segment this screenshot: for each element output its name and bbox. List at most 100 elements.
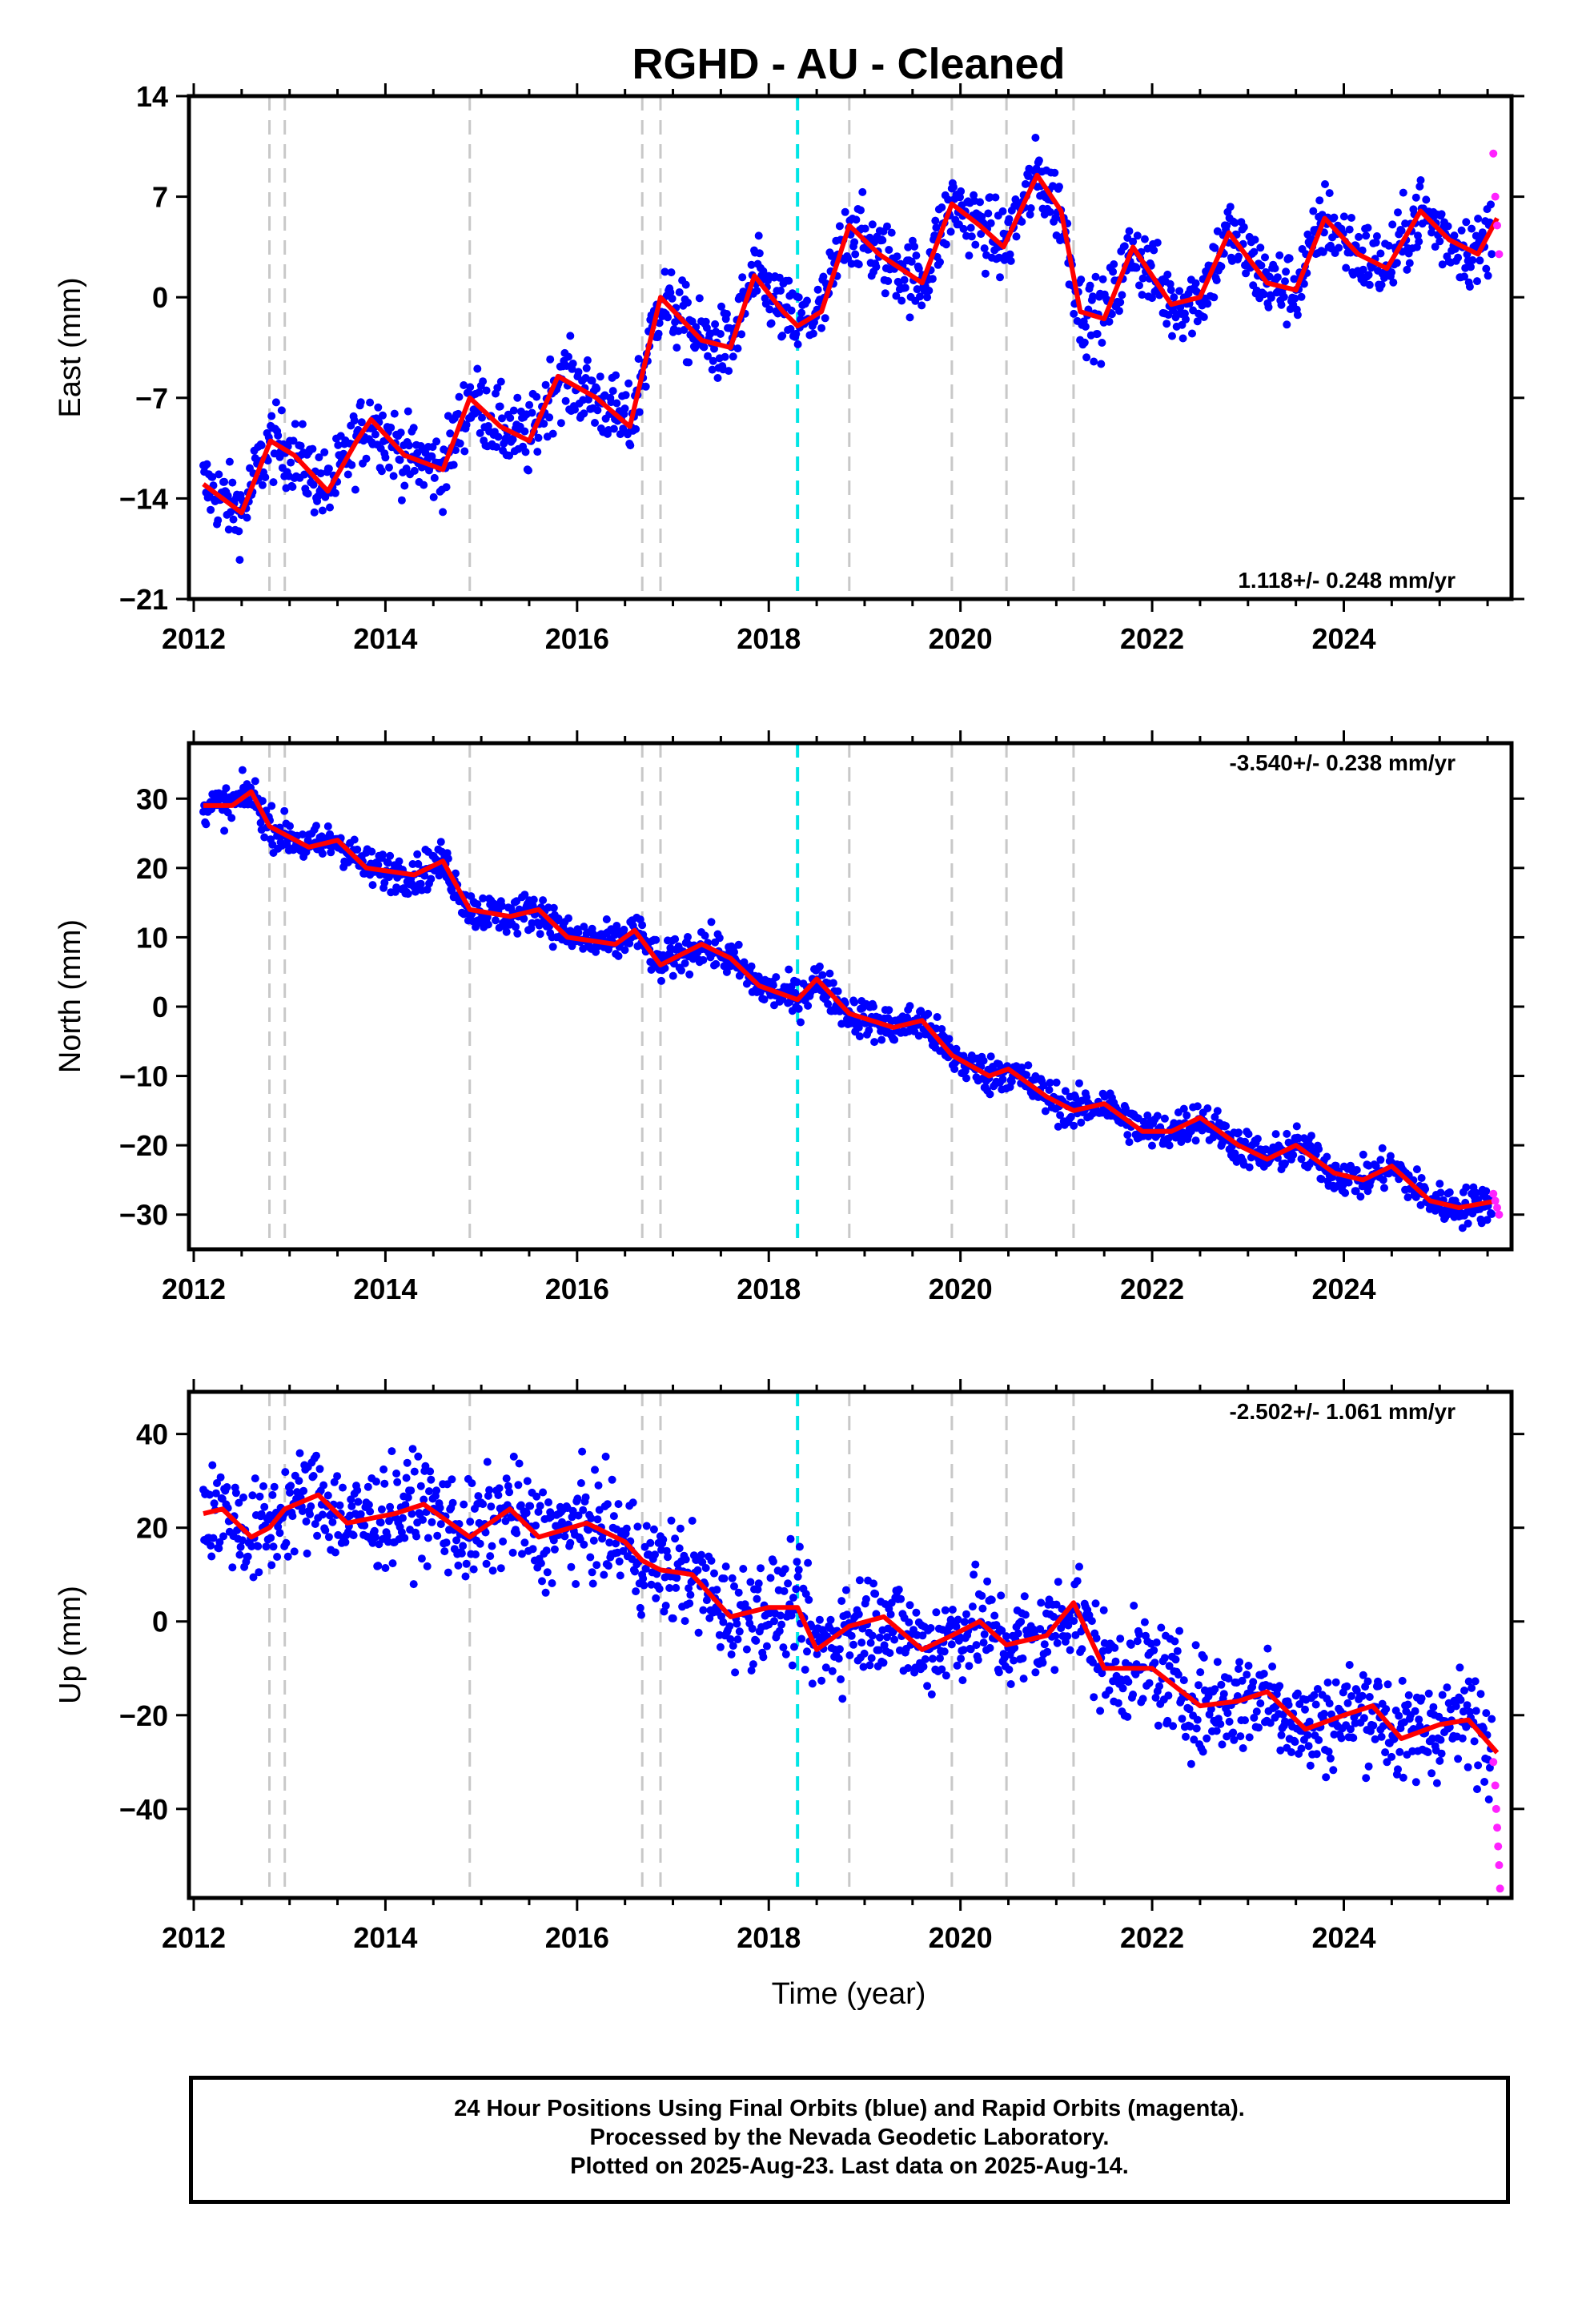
data-point <box>386 851 395 860</box>
data-point <box>824 999 833 1008</box>
data-point <box>456 439 464 448</box>
data-point <box>699 1606 708 1614</box>
data-point <box>1105 317 1114 326</box>
data-point <box>699 955 708 964</box>
footer-line-orbits: 24 Hour Positions Using Final Orbits (bl… <box>454 2096 1245 2121</box>
data-point <box>496 377 505 386</box>
data-point <box>1289 1151 1298 1160</box>
data-point <box>318 1510 327 1519</box>
data-point <box>1055 183 1063 191</box>
data-point <box>1423 1748 1432 1756</box>
data-point <box>727 1650 736 1659</box>
data-point <box>901 283 909 292</box>
data-point <box>1150 1646 1158 1655</box>
data-point <box>1242 269 1251 278</box>
data-point <box>700 343 709 352</box>
data-point <box>1470 1737 1479 1746</box>
data-point <box>326 503 334 512</box>
data-point <box>1081 322 1090 331</box>
data-point <box>721 1562 730 1571</box>
data-point <box>1160 1654 1169 1663</box>
x-tick-label: 2016 <box>545 1921 609 1954</box>
data-point <box>395 857 404 866</box>
data-point <box>1043 1647 1052 1656</box>
y-tick-label: 0 <box>152 1606 168 1638</box>
data-point <box>785 965 793 974</box>
data-point <box>1196 1668 1205 1677</box>
data-point <box>850 238 859 247</box>
data-point <box>571 405 579 414</box>
data-point <box>1325 1699 1334 1708</box>
data-point <box>238 1536 247 1545</box>
data-point <box>942 240 950 249</box>
data-point <box>1056 1111 1065 1120</box>
data-point <box>1045 1086 1054 1094</box>
data-point <box>315 1465 324 1474</box>
data-point <box>513 393 522 402</box>
data-point <box>238 766 247 774</box>
data-point <box>407 1486 416 1495</box>
data-point <box>1236 1732 1245 1741</box>
data-point <box>940 1647 949 1656</box>
data-point <box>526 1502 535 1510</box>
data-point <box>1394 208 1402 217</box>
data-point <box>538 1577 546 1586</box>
data-point <box>457 1549 466 1558</box>
data-point <box>208 1461 217 1470</box>
data-point <box>515 1459 524 1468</box>
data-point <box>748 1624 757 1633</box>
data-point <box>609 1512 618 1521</box>
x-tick-label: 2014 <box>353 1921 417 1954</box>
data-point <box>1438 1691 1447 1699</box>
data-point <box>425 1487 433 1496</box>
data-point <box>769 981 777 990</box>
data-point <box>414 859 423 868</box>
data-point <box>215 1544 223 1553</box>
panel-north: 30 20 10 0 −10 −20 −30 2012 2014 2016 2018 2020 2022… <box>54 730 1524 1305</box>
data-point <box>1145 1679 1154 1687</box>
data-point <box>958 1676 967 1685</box>
data-point <box>777 1620 786 1629</box>
data-point <box>528 1545 537 1554</box>
data-point <box>416 1482 425 1490</box>
data-point <box>1484 1795 1493 1803</box>
data-point <box>962 1610 970 1618</box>
data-point <box>400 481 409 490</box>
data-point <box>222 784 231 793</box>
data-point <box>460 447 469 456</box>
data-point <box>419 1515 427 1524</box>
data-point <box>1397 227 1406 235</box>
data-point <box>600 1570 608 1579</box>
data-point <box>1342 263 1351 272</box>
data-point <box>612 399 621 408</box>
data-point <box>1424 1689 1433 1698</box>
y-tick-label: 30 <box>136 782 168 815</box>
data-point <box>861 1594 870 1603</box>
data-point <box>1482 264 1491 273</box>
rate-label: -2.502+/- 1.061 mm/yr <box>1229 1399 1456 1424</box>
data-point <box>1315 196 1324 205</box>
data-point <box>1143 1111 1152 1120</box>
data-point <box>566 332 575 340</box>
data-point <box>987 1595 996 1604</box>
data-point <box>1050 1666 1059 1675</box>
data-point <box>1154 1721 1162 1730</box>
data-point <box>290 1547 299 1556</box>
data-point <box>536 1559 545 1568</box>
data-point <box>596 372 604 381</box>
data-point <box>215 470 223 479</box>
data-point <box>881 289 889 298</box>
data-point <box>1483 1216 1492 1224</box>
data-point <box>1488 250 1496 259</box>
data-point <box>833 987 842 995</box>
data-point <box>1164 1691 1173 1700</box>
data-point <box>1212 276 1221 284</box>
data-point <box>505 451 514 460</box>
data-point <box>684 933 692 941</box>
data-point <box>786 324 795 333</box>
data-point <box>211 1489 220 1498</box>
data-point <box>353 1486 362 1494</box>
data-point <box>1135 281 1143 290</box>
data-point <box>1454 253 1463 262</box>
rapid-point <box>1489 1758 1498 1767</box>
